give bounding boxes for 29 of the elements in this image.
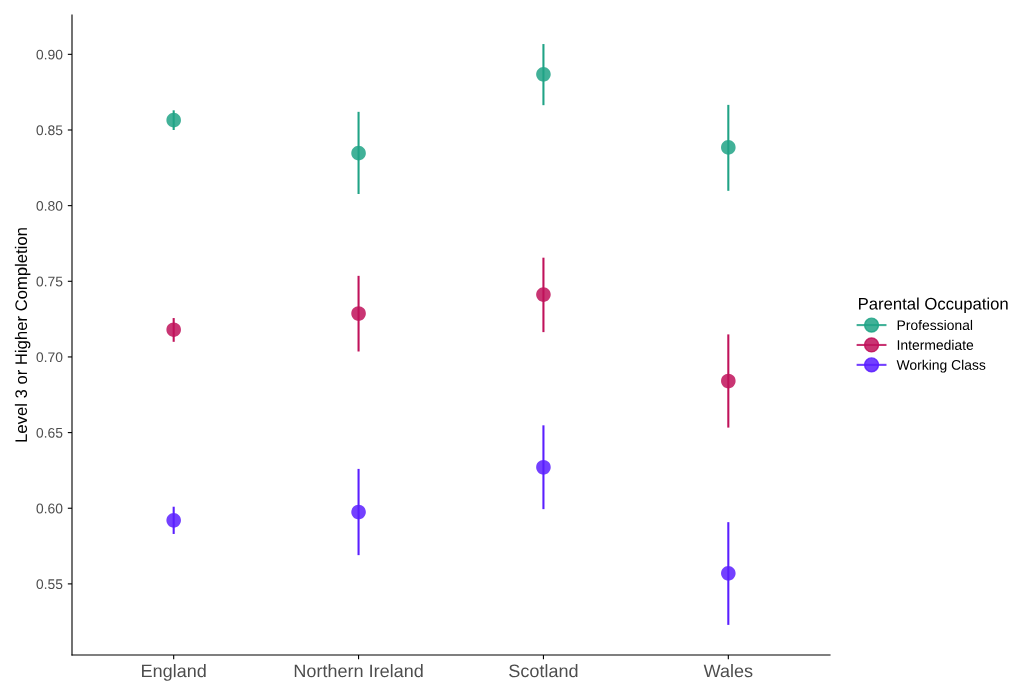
point	[166, 513, 181, 528]
y-tick-label: 0.60	[36, 503, 63, 514]
legend-label: Intermediate	[897, 339, 974, 350]
legend-label: Working Class	[896, 359, 986, 373]
legend-title: Parental Occupation	[859, 297, 1008, 313]
x-tick-label: Scotland	[509, 664, 578, 678]
y-tick-label: 0.75	[36, 276, 63, 287]
point	[166, 112, 181, 128]
point	[721, 566, 736, 581]
x-tick-label: England	[142, 664, 206, 681]
point	[166, 322, 181, 337]
point	[351, 504, 366, 520]
y-axis-title: Level 3 or Higher Completion	[14, 228, 31, 442]
y-tick-label: 0.55	[36, 579, 63, 590]
y-tick-label: 0.85	[36, 125, 63, 136]
point	[721, 373, 736, 389]
y-tick-label: 0.65	[36, 427, 63, 438]
y-tick-label: 0.70	[36, 352, 63, 363]
y-tick-label: 0.80	[36, 200, 63, 211]
point	[536, 67, 551, 82]
point	[536, 459, 551, 475]
point	[351, 145, 366, 161]
y-tick-label: 0.90	[36, 49, 63, 60]
point	[721, 140, 736, 155]
x-tick-label: Wales	[703, 664, 753, 678]
x-tick-label: Northern Ireland	[294, 664, 423, 678]
point	[536, 287, 551, 302]
legend-label: Professional	[897, 319, 973, 331]
point	[351, 306, 366, 321]
